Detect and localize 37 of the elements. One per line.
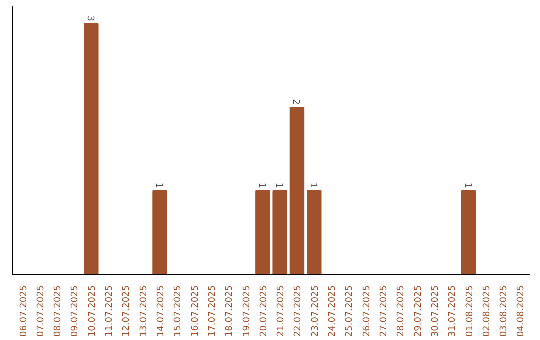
data-label: 2	[290, 99, 301, 106]
data-label: 1	[154, 182, 164, 189]
x-tick-label: 29.07.2025	[414, 286, 424, 338]
x-tick-label: 23.07.2025	[310, 286, 321, 338]
x-tick-label: 10.07.2025	[88, 286, 98, 338]
x-tick-label: 16.07.2025	[190, 286, 201, 338]
x-tick-label: 17.07.2025	[208, 286, 218, 338]
x-tick-label: 12.07.2025	[122, 286, 132, 338]
x-tick-label: 20.07.2025	[259, 286, 270, 338]
data-label: 1	[274, 182, 284, 189]
x-tick-label: 02.08.2025	[482, 286, 492, 338]
x-tick-label: 09.07.2025	[70, 286, 81, 338]
x-tick-label: 30.07.2025	[430, 286, 441, 338]
x-tick-label: 03.08.2025	[500, 286, 510, 338]
data-label: 1	[308, 182, 318, 189]
x-tick-label: 06.07.2025	[19, 286, 30, 338]
x-tick-label: 13.07.2025	[139, 286, 150, 338]
data-label: 3	[84, 16, 95, 22]
x-tick-label: 26.07.2025	[362, 286, 372, 338]
x-tick-label: 07.07.2025	[36, 286, 46, 338]
x-tick-label: 22.07.2025	[294, 286, 304, 338]
data-label: 1	[256, 182, 266, 189]
x-tick-label: 08.07.2025	[54, 286, 64, 338]
x-tick-label: 04.08.2025	[516, 286, 527, 338]
x-tick-label: 24.07.2025	[328, 286, 338, 338]
x-tick-label: 28.07.2025	[396, 286, 407, 338]
x-tick-label: 14.07.2025	[156, 286, 167, 338]
x-tick-label: 18.07.2025	[225, 286, 236, 338]
data-label: 1	[462, 182, 472, 189]
x-tick-label: 21.07.2025	[276, 286, 287, 338]
x-tick-label: 31.07.2025	[448, 286, 458, 338]
x-tick-label: 25.07.2025	[345, 286, 356, 338]
x-tick-label: 11.07.2025	[105, 286, 116, 338]
x-tick-label: 19.07.2025	[242, 286, 252, 338]
x-tick-label: 15.07.2025	[174, 286, 184, 338]
x-tick-label: 27.07.2025	[379, 286, 390, 338]
x-tick-label: 01.08.2025	[465, 286, 476, 338]
